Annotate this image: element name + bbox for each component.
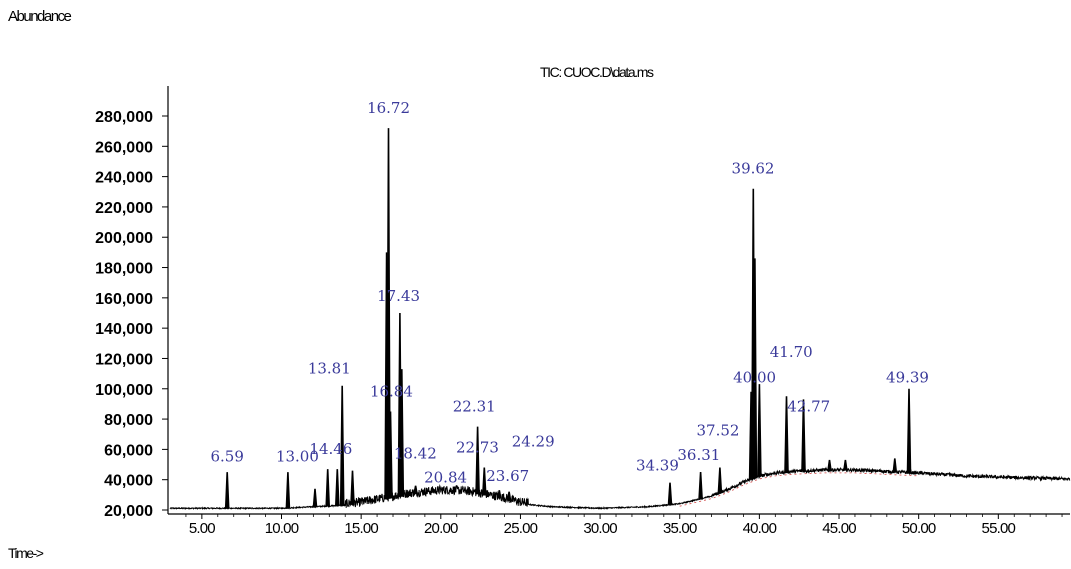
peak-label: 34.39	[636, 457, 679, 475]
peak-spike	[475, 426, 480, 495]
peak-spike	[335, 469, 340, 506]
peak-spike	[224, 472, 230, 509]
peak-label: 13.81	[308, 360, 351, 378]
y-tick-label: 280,000	[95, 109, 153, 126]
peak-label: 20.84	[424, 469, 467, 487]
peak-spike	[452, 489, 457, 493]
peak-spike	[497, 490, 502, 499]
y-tick-label: 260,000	[95, 139, 153, 156]
x-tick-label: 35.00	[663, 520, 697, 537]
x-tick-label: 10.00	[265, 520, 299, 537]
peak-label: 22.31	[453, 398, 496, 416]
peak-label: 16.84	[370, 382, 413, 400]
y-tick-label: 20,000	[104, 503, 153, 520]
x-tick-label: 55.00	[982, 520, 1016, 537]
y-tick-label: 120,000	[95, 351, 153, 368]
peak-spike	[312, 488, 318, 507]
peak-spike	[698, 472, 703, 500]
peak-label: 37.52	[696, 422, 739, 440]
peak-label: 14.46	[309, 440, 352, 458]
peak-spike	[386, 128, 391, 499]
peak-spike	[827, 459, 832, 471]
y-tick-label: 240,000	[95, 170, 153, 187]
peak-spike	[667, 482, 673, 505]
tic-baseline-trace	[169, 466, 1071, 511]
peak-label: 36.31	[677, 446, 720, 464]
y-tick-label: 160,000	[95, 291, 153, 308]
y-tick-label: 140,000	[95, 321, 153, 338]
peak-spike	[413, 485, 418, 495]
peak-spike	[339, 385, 345, 506]
peak-spike	[388, 411, 393, 499]
y-tick-label: 100,000	[95, 382, 153, 399]
y-tick-label: 40,000	[104, 473, 153, 490]
peak-label: 6.59	[210, 448, 243, 466]
y-axis-label: Abundance	[8, 8, 72, 25]
peak-label: 22.73	[456, 438, 499, 456]
peak-label: 23.67	[486, 467, 529, 485]
y-tick-label: 60,000	[104, 442, 153, 459]
integration-baseline	[679, 472, 919, 507]
peak-label: 13.00	[276, 448, 319, 466]
peak-spike	[399, 369, 405, 497]
x-tick-label: 40.00	[743, 520, 777, 537]
peak-label: 40.00	[733, 369, 776, 387]
y-axis-ticks: 20,000 40,000 60,000 80,000 100,000 120,000 14…	[95, 109, 168, 520]
y-tick-label: 200,000	[95, 230, 153, 247]
peak-label: 41.70	[770, 343, 813, 361]
y-tick-label: 180,000	[95, 261, 153, 278]
x-axis-label: Time->	[8, 545, 44, 561]
x-tick-label: 5.00	[189, 520, 215, 537]
peak-label: 49.39	[886, 369, 929, 387]
peak-spike	[350, 470, 355, 505]
x-tick-label: 50.00	[902, 520, 936, 537]
peak-spike	[506, 491, 512, 501]
chart-title: TIC: CUOC.D\data.ms	[540, 64, 654, 80]
peak-label: 17.43	[377, 287, 420, 305]
peak-spike	[482, 467, 487, 496]
peak-label: 42.77	[787, 398, 830, 416]
peak-spike	[325, 469, 330, 507]
y-tick-label: 220,000	[95, 200, 153, 217]
peak-spike	[784, 396, 789, 473]
peak-spike	[906, 388, 912, 474]
peak-label: 39.62	[732, 160, 775, 178]
peak-spike	[801, 399, 806, 472]
x-axis-ticks: 5.00 10.00 15.00 20.00 25.00 30.00 35.00 40.00 4…	[185, 514, 1063, 537]
peak-spike	[892, 458, 898, 473]
tic-trace	[169, 128, 1071, 511]
peak-spike	[285, 472, 291, 509]
x-tick-label: 15.00	[344, 520, 378, 537]
x-tick-label: 25.00	[504, 520, 538, 537]
peak-label: 18.42	[394, 444, 437, 462]
x-tick-label: 45.00	[822, 520, 856, 537]
peak-label: 24.29	[512, 432, 555, 450]
peak-spike	[757, 384, 762, 477]
x-tick-label: 30.00	[583, 520, 617, 537]
peak-spike	[717, 467, 723, 494]
peak-spike	[843, 459, 848, 471]
peak-spike	[752, 258, 758, 479]
peak-label: 16.72	[367, 99, 410, 117]
x-tick-label: 20.00	[424, 520, 458, 537]
chart-axes	[167, 86, 1070, 515]
y-tick-label: 80,000	[104, 412, 153, 429]
